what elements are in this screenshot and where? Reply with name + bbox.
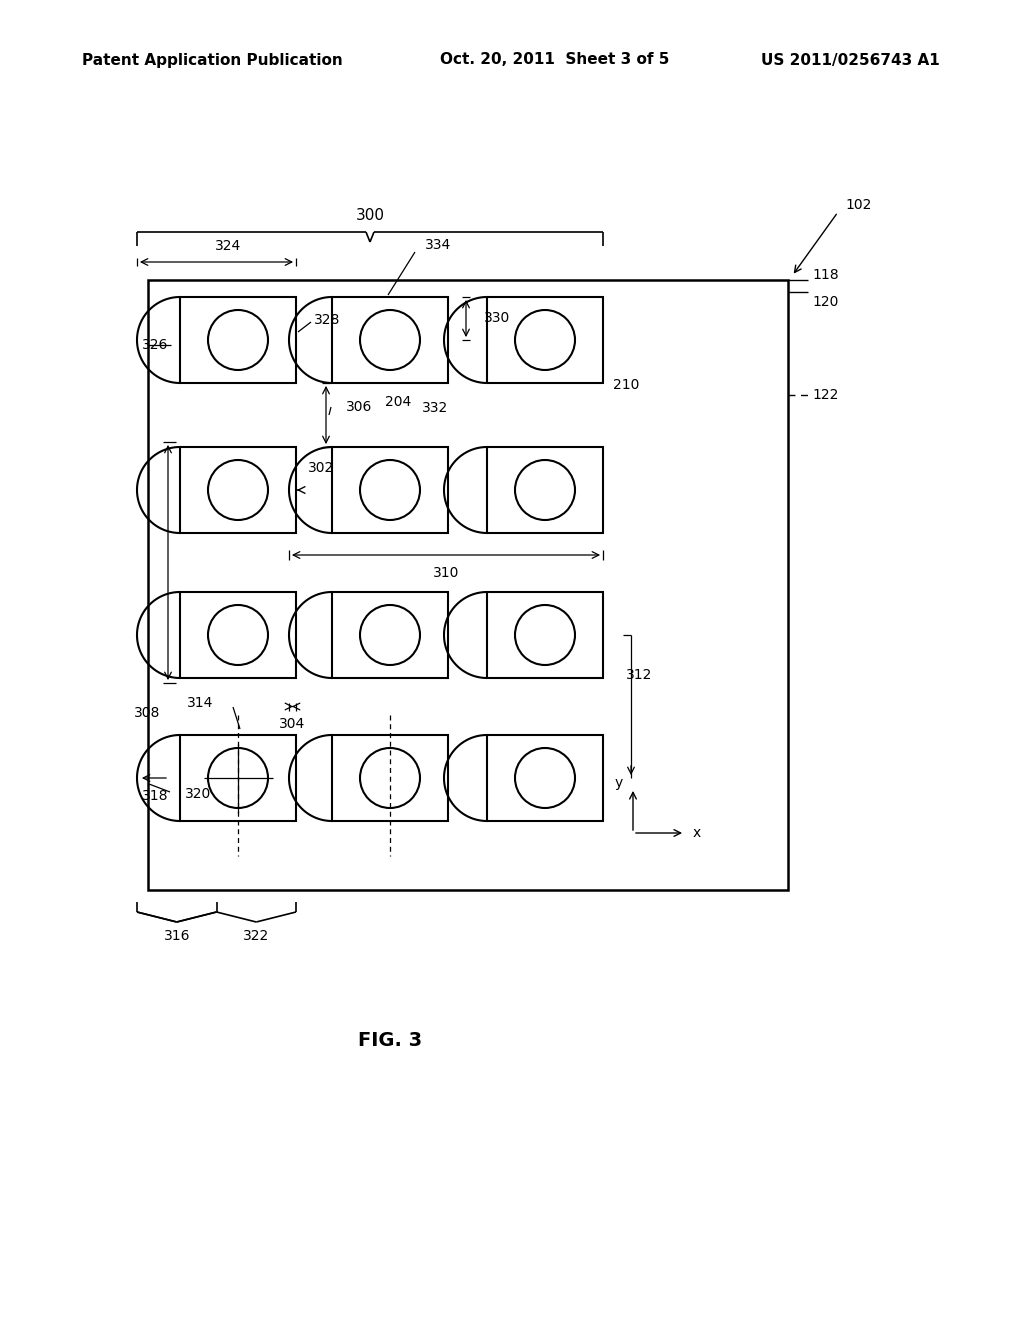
Bar	[332, 735, 449, 821]
Text: 328: 328	[314, 313, 340, 327]
Text: 312: 312	[626, 668, 652, 682]
Bar	[487, 447, 603, 533]
Bar	[487, 735, 603, 821]
Bar	[180, 297, 296, 383]
Text: 332: 332	[422, 401, 449, 414]
Text: 118: 118	[812, 268, 839, 282]
Text: 102: 102	[845, 198, 871, 213]
Bar	[180, 735, 296, 821]
Text: 302: 302	[307, 461, 334, 475]
Bar	[332, 591, 449, 678]
Text: 120: 120	[812, 294, 839, 309]
Text: 314: 314	[186, 696, 213, 710]
Text: 330: 330	[484, 312, 510, 326]
Text: FIG. 3: FIG. 3	[358, 1031, 422, 1049]
Bar	[487, 591, 603, 678]
Bar	[332, 447, 449, 533]
Text: Oct. 20, 2011  Sheet 3 of 5: Oct. 20, 2011 Sheet 3 of 5	[440, 53, 670, 67]
Text: 308: 308	[133, 706, 160, 719]
Text: 324: 324	[215, 239, 241, 253]
Text: 318: 318	[141, 789, 168, 803]
Text: 326: 326	[141, 338, 168, 352]
Text: 300: 300	[355, 209, 384, 223]
Text: 122: 122	[812, 388, 839, 403]
Text: 306: 306	[346, 400, 373, 414]
Text: 334: 334	[425, 238, 452, 252]
Text: 204: 204	[385, 395, 412, 409]
Bar	[487, 297, 603, 383]
Text: 210: 210	[613, 378, 639, 392]
Text: Patent Application Publication: Patent Application Publication	[82, 53, 343, 67]
Bar	[180, 591, 296, 678]
Text: 316: 316	[164, 929, 190, 942]
Text: 322: 322	[243, 929, 269, 942]
Bar	[148, 280, 788, 890]
Bar	[180, 447, 296, 533]
Text: 310: 310	[433, 566, 459, 579]
Text: y: y	[614, 776, 624, 789]
Text: 304: 304	[280, 718, 305, 731]
Text: 320: 320	[185, 787, 211, 801]
Bar	[332, 297, 449, 383]
Text: US 2011/0256743 A1: US 2011/0256743 A1	[761, 53, 940, 67]
Text: x: x	[693, 826, 701, 840]
